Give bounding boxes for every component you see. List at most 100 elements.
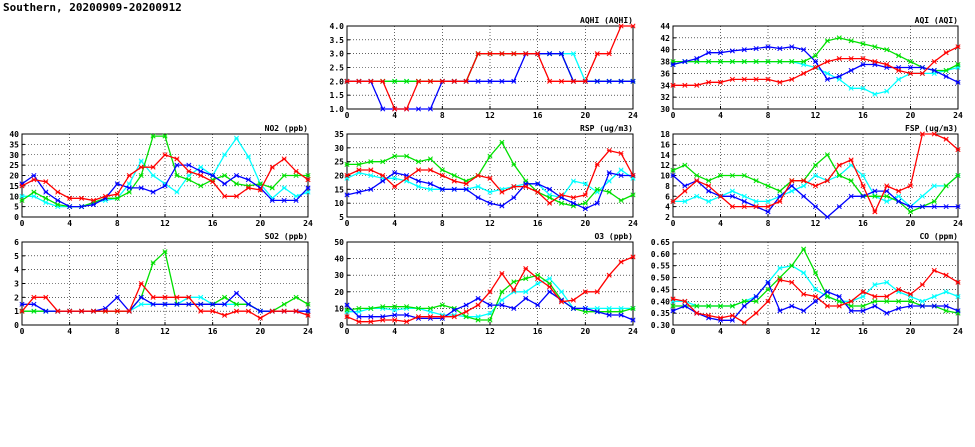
data-point — [43, 294, 49, 300]
data-point — [487, 200, 493, 206]
data-point — [245, 154, 251, 160]
y-tick-label: 3.5 — [330, 36, 345, 45]
data-point — [630, 192, 636, 198]
data-point — [618, 78, 624, 84]
data-point — [487, 317, 493, 323]
data-point — [162, 183, 168, 189]
x-tick-label: 16 — [858, 327, 868, 336]
data-point — [558, 299, 565, 305]
data-point — [943, 272, 949, 278]
series-3 — [344, 254, 636, 325]
data-point — [570, 297, 576, 303]
data-point — [126, 172, 132, 179]
data-point — [860, 293, 866, 300]
data-point — [694, 303, 700, 309]
data-point — [570, 78, 576, 84]
chart-title: AQHI (AQHI) — [580, 16, 633, 25]
x-tick-label: 8 — [766, 111, 771, 120]
data-point — [535, 275, 541, 282]
data-point — [753, 298, 759, 304]
data-point — [198, 168, 204, 174]
data-point — [931, 267, 937, 274]
data-point — [344, 161, 350, 167]
chart-o3: 0 4 8 12 16 20 24 0 10 20 30 40 50 O3 (ppb) — [334, 232, 638, 336]
data-point — [102, 308, 108, 314]
y-tick-label: 4 — [14, 266, 19, 275]
data-point — [907, 183, 914, 189]
data-point — [606, 148, 612, 154]
data-point — [812, 64, 819, 71]
data-point — [186, 162, 192, 168]
data-point — [789, 59, 795, 65]
data-point — [717, 315, 724, 321]
data-point — [860, 193, 866, 199]
data-point — [547, 275, 553, 282]
data-point — [777, 59, 783, 65]
data-point — [19, 197, 25, 203]
data-point — [860, 183, 866, 189]
data-point — [931, 59, 937, 65]
data-point — [439, 302, 445, 308]
data-point — [404, 153, 410, 159]
data-point — [717, 172, 724, 179]
data-point — [824, 293, 830, 300]
data-point — [741, 320, 747, 326]
data-point — [535, 280, 541, 287]
data-point — [380, 178, 386, 184]
data-point — [380, 159, 386, 165]
data-point — [293, 294, 299, 300]
data-point — [392, 153, 398, 159]
data-point — [162, 133, 168, 139]
data-point — [812, 162, 819, 168]
data-point — [860, 289, 866, 295]
data-point — [943, 289, 949, 295]
y-tick-label: 5 — [14, 203, 19, 212]
data-point — [907, 64, 914, 71]
data-point — [789, 188, 795, 194]
data-point — [884, 183, 890, 189]
data-point — [233, 135, 240, 141]
data-point — [415, 78, 422, 84]
data-point — [682, 188, 688, 194]
data-point — [836, 56, 842, 62]
data-point — [305, 312, 311, 318]
data-point — [475, 295, 481, 301]
data-point — [392, 317, 398, 323]
data-point — [594, 78, 600, 84]
data-point — [670, 61, 676, 68]
data-point — [907, 204, 914, 210]
data-point — [706, 183, 712, 189]
data-point — [907, 59, 914, 65]
data-point — [90, 197, 97, 203]
data-point — [356, 314, 362, 320]
data-point — [860, 85, 866, 91]
chart-title: SO2 (ppb) — [265, 232, 308, 241]
data-point — [706, 198, 712, 204]
data-point — [884, 293, 890, 300]
data-point — [222, 172, 228, 179]
series-3 — [19, 280, 311, 321]
data-point — [765, 204, 771, 210]
data-point — [535, 51, 541, 57]
data-point — [186, 294, 192, 300]
data-point — [138, 172, 144, 179]
data-point — [233, 290, 240, 296]
data-point — [872, 188, 878, 194]
data-point — [487, 302, 493, 308]
x-tick-label: 20 — [906, 327, 916, 336]
data-point — [765, 183, 771, 189]
data-point — [487, 189, 493, 195]
data-point — [150, 301, 156, 307]
data-point — [415, 159, 422, 165]
data-point — [860, 303, 866, 309]
data-point — [706, 188, 712, 194]
data-point — [90, 308, 97, 314]
x-tick-label: 0 — [345, 219, 350, 228]
data-point — [931, 293, 937, 300]
data-point — [943, 50, 949, 56]
data-point — [451, 172, 457, 179]
y-tick-label: 0.35 — [651, 309, 670, 318]
data-point — [765, 44, 771, 50]
data-point — [884, 279, 890, 285]
